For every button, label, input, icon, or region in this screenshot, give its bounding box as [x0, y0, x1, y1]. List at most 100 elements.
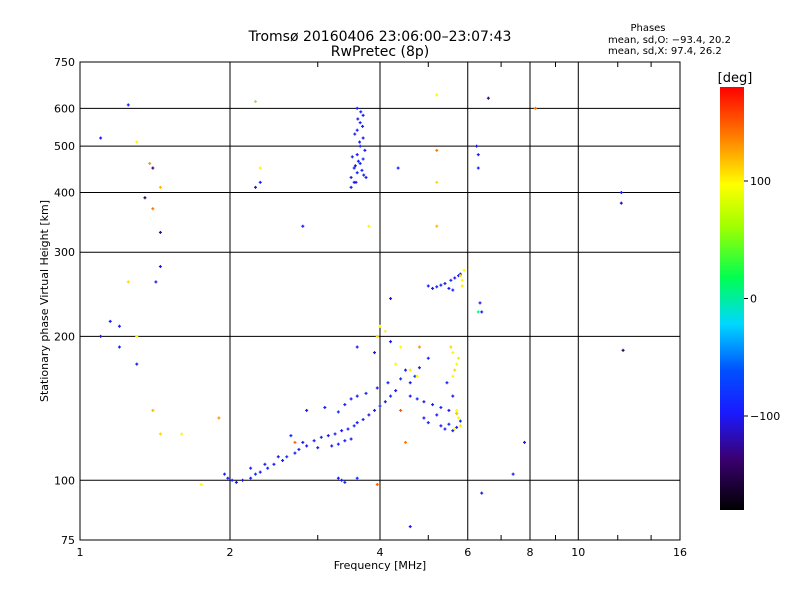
echo-point — [403, 440, 407, 444]
echo-point — [158, 230, 162, 234]
x-axis-ticks: 1 2 4 6 8 10 16 — [77, 546, 688, 559]
phase-info-title: Phases — [630, 23, 665, 34]
echo-point — [301, 224, 305, 228]
echo-point — [619, 190, 623, 194]
echo-point — [486, 96, 490, 100]
echo-point — [389, 340, 393, 344]
echo-point — [249, 466, 253, 470]
echo-point — [431, 286, 435, 290]
echo-point — [362, 173, 366, 177]
y-tick-label: 600 — [54, 102, 75, 115]
x-axis-label: Frequency [MHz] — [334, 559, 426, 572]
echo-point — [340, 478, 344, 482]
echo-point — [476, 310, 480, 314]
echo-point — [476, 166, 480, 170]
echo-point — [422, 400, 426, 404]
echo-point — [151, 408, 155, 412]
echo-point — [117, 345, 121, 349]
echo-point — [447, 408, 451, 412]
echo-point — [389, 394, 393, 398]
echo-point — [158, 185, 162, 189]
echo-point — [375, 334, 379, 338]
echo-point — [349, 397, 353, 401]
echo-point — [272, 462, 276, 466]
echo-point — [435, 413, 439, 417]
echo-point — [480, 491, 484, 495]
echo-point — [226, 476, 230, 480]
echo-point — [439, 405, 443, 409]
echo-point — [276, 455, 280, 459]
echo-point — [449, 278, 453, 282]
echo-point — [451, 429, 455, 433]
y-tick-label: 400 — [54, 186, 75, 199]
echo-point — [383, 400, 387, 404]
echo-point — [126, 103, 130, 107]
echo-point — [408, 525, 412, 529]
x-tick-label: 8 — [527, 546, 534, 559]
echo-point — [263, 462, 267, 466]
echo-point — [426, 356, 430, 360]
echo-point — [460, 278, 464, 282]
echo-point — [352, 424, 356, 428]
echo-point — [126, 280, 130, 284]
echo-point — [394, 362, 398, 366]
echo-point — [383, 329, 387, 333]
echo-point — [408, 368, 412, 372]
echo-point — [455, 362, 459, 366]
echo-point — [361, 113, 365, 117]
echo-point — [399, 377, 403, 381]
echo-point — [435, 148, 439, 152]
echo-point — [353, 164, 357, 168]
echo-point — [378, 404, 382, 408]
echo-point — [354, 180, 358, 184]
echo-point — [343, 439, 347, 443]
echo-point — [258, 470, 262, 474]
echo-point — [297, 447, 301, 451]
echo-point — [151, 166, 155, 170]
echo-point — [305, 444, 309, 448]
echo-point — [378, 324, 382, 328]
echo-point — [349, 437, 353, 441]
echo-point — [108, 319, 112, 323]
echo-point — [223, 472, 227, 476]
echo-point — [148, 161, 152, 165]
echo-point — [426, 421, 430, 425]
echo-point — [373, 408, 377, 412]
echo-point — [319, 435, 323, 439]
y-axis-label: Stationary phase Virtual Height [km] — [38, 200, 51, 402]
data-points — [99, 93, 625, 529]
y-tick-label: 75 — [61, 534, 75, 547]
echo-point — [316, 446, 320, 450]
grid — [80, 62, 680, 540]
echo-point — [417, 366, 421, 370]
y-tick-label: 300 — [54, 246, 75, 259]
chart-title: Tromsø 20160406 23:06:00–23:07:43 — [248, 29, 512, 45]
echo-point — [352, 166, 356, 170]
echo-point — [293, 440, 297, 444]
echo-point — [439, 283, 443, 287]
echo-point — [533, 106, 537, 110]
echo-point — [358, 161, 362, 165]
echo-point — [355, 171, 359, 175]
echo-point — [367, 224, 371, 228]
chart-subtitle: RwPretec (8p) — [331, 44, 429, 60]
echo-point — [135, 362, 139, 366]
plot-area-frame — [79, 61, 681, 541]
echo-point — [364, 175, 368, 179]
echo-point — [358, 121, 362, 125]
echo-point — [364, 391, 368, 395]
phase-info-o: mean, sd,O: −93.4, 20.2 — [608, 35, 731, 46]
echo-point — [241, 478, 245, 482]
echo-point — [355, 128, 359, 132]
echo-point — [336, 442, 340, 446]
colorbar-tick-label: 100 — [750, 175, 771, 188]
echo-point — [435, 224, 439, 228]
echo-point — [180, 432, 184, 436]
echo-point — [457, 356, 461, 360]
echo-point — [478, 301, 482, 305]
echo-point — [355, 394, 359, 398]
echo-point — [99, 136, 103, 140]
echo-point — [358, 144, 362, 148]
echo-point — [289, 434, 293, 438]
echo-point — [447, 286, 451, 290]
